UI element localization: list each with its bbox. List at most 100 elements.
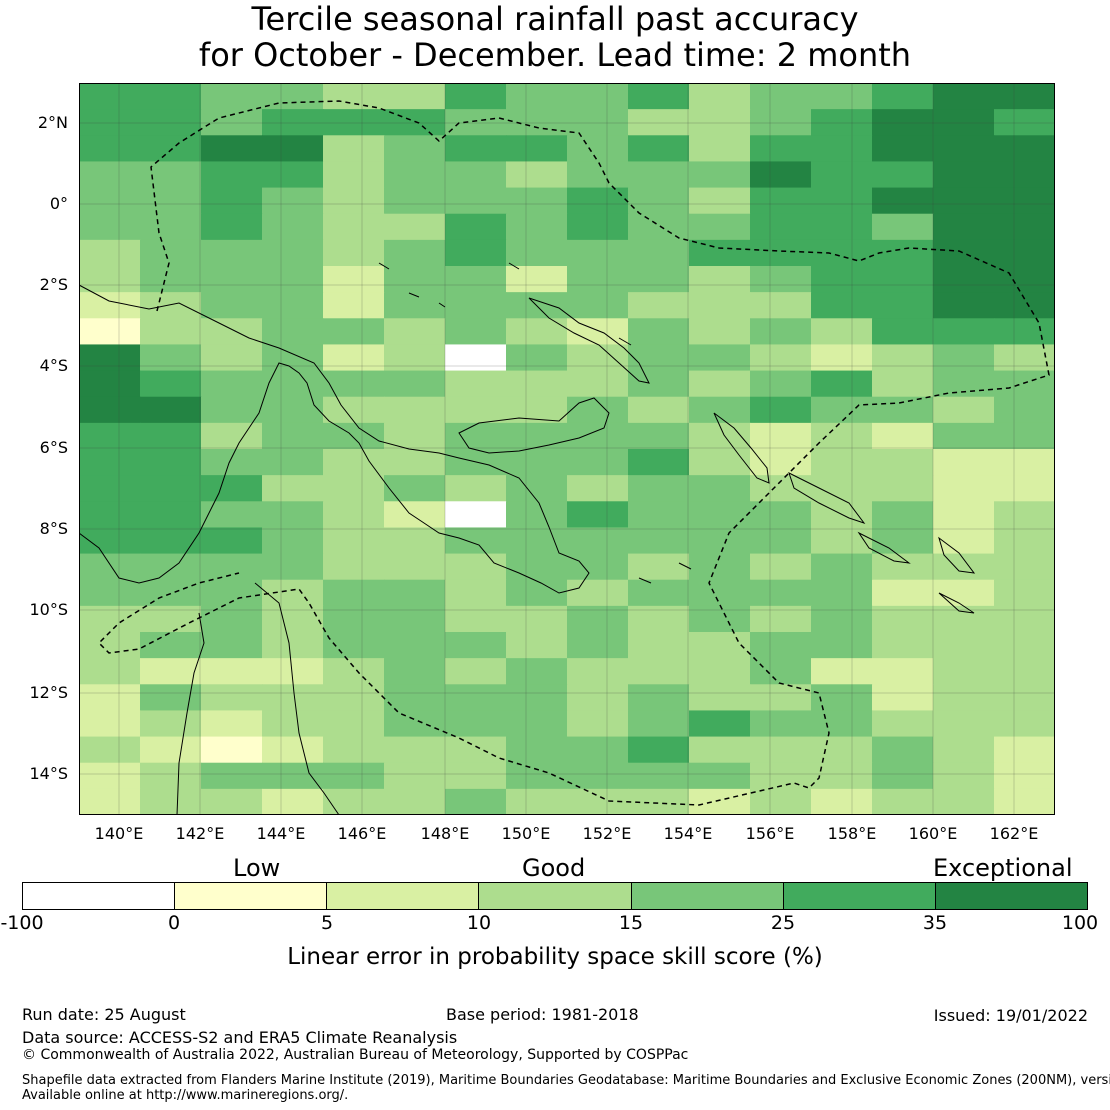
skill-cell <box>872 501 934 529</box>
skill-cell <box>811 762 873 790</box>
skill-cell <box>323 239 385 267</box>
skill-cell <box>933 632 995 659</box>
skill-cell <box>140 605 202 633</box>
skill-cell <box>811 579 873 607</box>
skill-cell <box>384 632 446 659</box>
colorbar-tick: 0 <box>167 912 181 934</box>
skill-cell <box>323 266 385 293</box>
skill-cell <box>262 501 324 529</box>
skill-cell <box>811 632 873 659</box>
skill-cell <box>567 658 629 685</box>
skill-cell <box>811 318 873 346</box>
run-date: Run date: 25 August <box>22 1005 186 1024</box>
skill-cell <box>567 161 629 189</box>
skill-cell <box>262 161 324 189</box>
skill-cell <box>811 475 873 502</box>
skill-cell <box>872 83 934 110</box>
skill-cell <box>933 736 995 764</box>
skill-cell <box>628 83 690 110</box>
skill-cell <box>384 161 446 189</box>
skill-cell <box>201 710 263 738</box>
lon-label: 154°E <box>663 824 713 843</box>
skill-grid-cells <box>79 83 1055 815</box>
skill-cell <box>994 632 1055 659</box>
skill-cell <box>750 239 812 267</box>
skill-cell <box>811 135 873 163</box>
skill-cell <box>79 762 141 790</box>
skill-cell <box>384 553 446 581</box>
skill-cell <box>506 684 568 712</box>
skill-cell <box>79 736 141 764</box>
skill-cell <box>872 370 934 398</box>
skill-cell <box>994 527 1055 555</box>
skill-cell <box>262 579 324 607</box>
skill-cell <box>628 344 690 372</box>
skill-cell <box>750 187 812 215</box>
skill-cell <box>384 370 446 398</box>
skill-cell <box>79 344 141 372</box>
skill-cell <box>262 239 324 267</box>
skill-cell <box>262 710 324 738</box>
skill-cell <box>689 579 751 607</box>
skill-cell <box>384 266 446 293</box>
skill-cell <box>689 161 751 189</box>
shapefile-credit-line-1: Shapefile data extracted from Flanders M… <box>22 1073 1110 1088</box>
skill-cell <box>689 83 751 110</box>
skill-cell <box>445 762 507 790</box>
skill-cell <box>811 710 873 738</box>
skill-cell <box>506 710 568 738</box>
skill-cell <box>201 475 263 502</box>
skill-cell <box>140 501 202 529</box>
skill-cell <box>140 736 202 764</box>
skill-cell <box>140 266 202 293</box>
skill-cell <box>689 213 751 241</box>
lon-label: 152°E <box>582 824 632 843</box>
skill-cell <box>445 658 507 685</box>
skill-cell <box>872 684 934 712</box>
colorbar-tick: 10 <box>466 912 492 934</box>
colorbar-category-good: Good <box>522 854 586 882</box>
skill-cell <box>872 161 934 189</box>
skill-cell <box>201 109 263 136</box>
skill-cell <box>689 292 751 319</box>
skill-cell <box>933 135 995 163</box>
skill-cell <box>811 83 873 110</box>
skill-cell <box>79 605 141 633</box>
lon-label: 150°E <box>501 824 551 843</box>
skill-cell <box>750 266 812 293</box>
skill-cell <box>506 370 568 398</box>
skill-cell <box>506 344 568 372</box>
colorbar-segment <box>782 883 935 909</box>
skill-cell <box>750 501 812 529</box>
skill-cell <box>811 213 873 241</box>
skill-cell <box>445 239 507 267</box>
skill-cell <box>323 553 385 581</box>
lon-label: 146°E <box>337 824 387 843</box>
skill-cell <box>262 605 324 633</box>
skill-cell <box>384 239 446 267</box>
skill-cell <box>506 449 568 476</box>
skill-cell <box>750 135 812 163</box>
skill-cell <box>567 527 629 555</box>
skill-cell <box>323 736 385 764</box>
skill-cell <box>384 83 446 110</box>
skill-cell <box>994 579 1055 607</box>
skill-cell <box>567 684 629 712</box>
skill-cell <box>79 475 141 502</box>
skill-cell <box>994 475 1055 502</box>
skill-cell <box>445 370 507 398</box>
skill-cell <box>750 684 812 712</box>
skill-cell <box>872 266 934 293</box>
colorbar-segment <box>630 883 783 909</box>
lon-label: 142°E <box>175 824 225 843</box>
skill-cell <box>933 292 995 319</box>
skill-cell <box>750 658 812 685</box>
skill-cell <box>323 684 385 712</box>
skill-cell <box>750 527 812 555</box>
skill-cell <box>384 109 446 136</box>
skill-cell <box>140 632 202 659</box>
skill-cell <box>262 788 324 815</box>
skill-cell <box>994 605 1055 633</box>
skill-cell <box>201 135 263 163</box>
skill-cell <box>323 475 385 502</box>
